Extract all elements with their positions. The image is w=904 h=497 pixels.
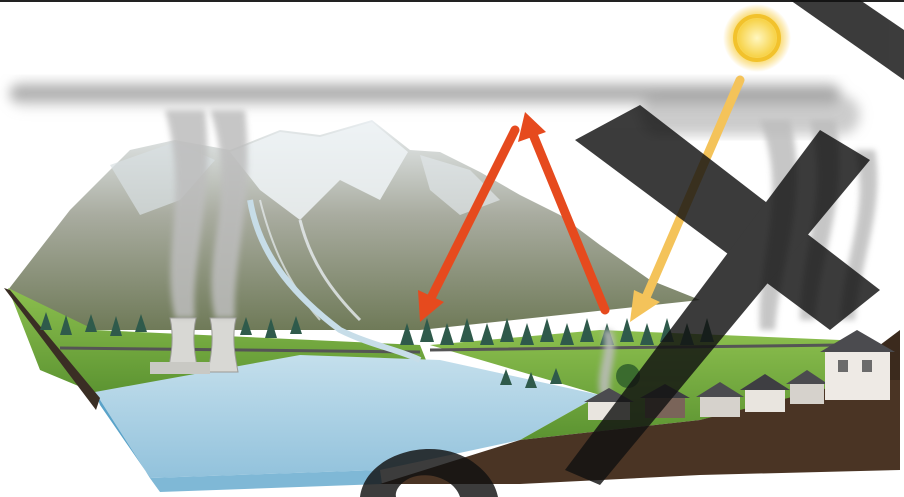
road	[59, 343, 841, 354]
river	[247, 199, 422, 363]
cooling-towers	[150, 317, 239, 374]
smog-layer	[10, 80, 860, 135]
top-border-line	[0, 0, 904, 2]
reflected-radiation-arrow	[518, 112, 610, 315]
lake	[95, 355, 600, 492]
sun-icon	[723, 4, 791, 72]
terrain-block-edge-left	[4, 288, 100, 410]
trapped-radiation-arrow	[418, 125, 520, 322]
watermark-stroke	[360, 0, 904, 497]
